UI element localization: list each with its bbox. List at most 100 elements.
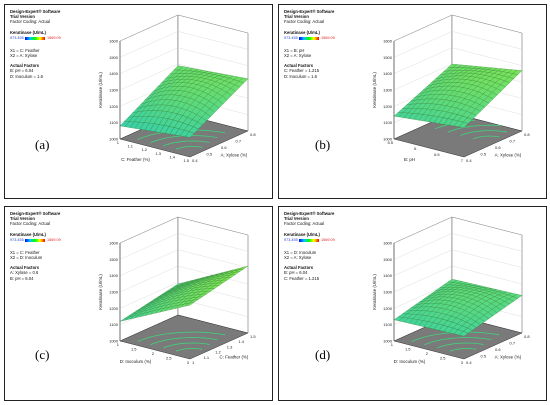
left-axis-tick: 2.5 bbox=[166, 356, 172, 361]
contour-line bbox=[175, 348, 203, 352]
right-axis-tick: 1.3 bbox=[227, 344, 233, 349]
right-axis-tick: 1.4 bbox=[238, 339, 244, 344]
z-tick-label: 1500 bbox=[109, 55, 119, 60]
z-tick-label: 1100 bbox=[383, 322, 392, 327]
right-axis-tick: 0.5 bbox=[481, 152, 487, 157]
panel-letter: (a) bbox=[35, 137, 50, 152]
wall-gridline bbox=[393, 233, 523, 260]
z-tick-label: 1500 bbox=[383, 55, 393, 60]
z-tick-label: 1600 bbox=[109, 39, 119, 44]
software-title: Design-Expert® Software bbox=[284, 211, 335, 216]
factor-x2: X2 = A: Xylose bbox=[10, 53, 38, 59]
contour-line bbox=[137, 331, 226, 342]
response-name: Keratinase (U/mL) bbox=[284, 231, 320, 237]
factor-x1: X1 = C: Feather bbox=[10, 47, 40, 53]
actual-factor: B: pH = 6.04 bbox=[10, 68, 34, 74]
factor-x1: X1 = C: Feather bbox=[10, 249, 40, 255]
z-tick-label: 1300 bbox=[109, 290, 119, 295]
z-tick-label: 1200 bbox=[383, 306, 393, 311]
legend-high: 1569.09 bbox=[47, 35, 61, 40]
wall-gridline bbox=[393, 47, 523, 74]
right-axis-label: A: Xylose (%) bbox=[495, 355, 522, 360]
wall-gridline bbox=[393, 14, 523, 42]
color-legend: 973.455 1569.09 bbox=[10, 36, 65, 42]
actual-factor: A: Xylose = 0.6 bbox=[10, 270, 39, 276]
legend-gradient bbox=[25, 36, 45, 41]
z-axis-label: Keratinase (U/mL) bbox=[372, 72, 377, 108]
left-axis-tick: 3 bbox=[461, 360, 464, 365]
actual-factor: B: pH = 6.04 bbox=[10, 275, 34, 281]
right-axis-tick: 0.6 bbox=[221, 145, 227, 150]
color-legend: 973.455 1569.09 bbox=[10, 238, 65, 244]
response-name: Keratinase (U/mL) bbox=[10, 231, 46, 237]
right-axis-label: C: Feather (%) bbox=[220, 355, 249, 360]
left-axis-tick: 2.5 bbox=[440, 356, 446, 361]
z-tick-label: 1100 bbox=[383, 120, 392, 125]
left-axis-tick: 2 bbox=[426, 351, 429, 356]
response-surface bbox=[393, 278, 523, 337]
panel-letter: (d) bbox=[315, 347, 331, 362]
z-tick-label: 1200 bbox=[109, 306, 119, 311]
legend-high: 1569.09 bbox=[321, 35, 335, 40]
z-tick-label: 1000 bbox=[109, 137, 119, 142]
version-label: Trial Version bbox=[284, 14, 309, 20]
z-tick-label: 1100 bbox=[109, 120, 118, 125]
z-axis-label: Keratinase (U/mL) bbox=[98, 274, 103, 310]
surface-facet bbox=[458, 331, 469, 337]
left-axis-tick: 1.1 bbox=[127, 144, 133, 149]
legend-high: 1569.09 bbox=[321, 237, 335, 242]
response-name: Keratinase (U/mL) bbox=[284, 29, 320, 35]
contour-line bbox=[424, 337, 492, 346]
factor-x2: X2 = A: Xylose bbox=[284, 255, 312, 261]
legend-gradient bbox=[25, 238, 45, 243]
left-axis-tick: 1.5 bbox=[183, 158, 189, 163]
z-tick-label: 1200 bbox=[109, 104, 119, 109]
left-axis-tick: 7 bbox=[461, 158, 464, 163]
software-title: Design-Expert® Software bbox=[284, 9, 335, 14]
z-tick-label: 1200 bbox=[383, 104, 393, 109]
wall-gridline bbox=[119, 233, 249, 260]
right-axis-tick: 0.5 bbox=[207, 152, 213, 157]
panel-b: Design-Expert® Software Trial Version Fact… bbox=[278, 4, 547, 199]
factor-x2: X2 = D: Inoculum bbox=[10, 255, 43, 261]
contour-line bbox=[449, 348, 477, 352]
panel-a: Design-Expert® Software Trial Version Fact… bbox=[4, 4, 273, 199]
z-tick-label: 1600 bbox=[383, 241, 393, 246]
right-axis-tick: 0.4 bbox=[466, 158, 472, 163]
panel-letter: (b) bbox=[315, 137, 331, 152]
left-axis-tick: 1 bbox=[117, 342, 120, 347]
wall-gridline bbox=[393, 216, 523, 244]
factor-x1: X1 = B: pH bbox=[284, 47, 305, 53]
right-axis-tick: 0.6 bbox=[495, 145, 501, 150]
wall-gridline bbox=[393, 265, 523, 293]
left-axis-tick: 6 bbox=[414, 146, 417, 151]
response-surface bbox=[393, 63, 523, 128]
contour-line bbox=[150, 337, 218, 346]
z-tick-label: 1100 bbox=[109, 322, 118, 327]
surface-plot: 1600 1500 1400 1300 1200 1100 1000 Keratinase (… bbox=[372, 14, 530, 163]
z-tick-label: 1000 bbox=[383, 339, 393, 344]
z-tick-label: 1300 bbox=[383, 290, 393, 295]
left-axis-label: D: Inoculum (%) bbox=[120, 359, 152, 364]
contour-line bbox=[175, 146, 203, 150]
z-tick-label: 1300 bbox=[109, 88, 119, 93]
left-axis-tick: 1.5 bbox=[405, 347, 411, 352]
coding-label: Factor Coding: Actual bbox=[284, 221, 325, 227]
panel-header: Design-Expert® Software Trial Version Fact… bbox=[284, 9, 339, 79]
right-axis-tick: 0.5 bbox=[481, 354, 487, 359]
surface-plot: 1600 1500 1400 1300 1200 1100 1000 Keratinase (… bbox=[98, 14, 256, 163]
panel-c: Design-Expert® Software Trial Version Fact… bbox=[4, 206, 273, 401]
wall-gridline bbox=[119, 282, 249, 309]
left-axis-label: C: Feather (%) bbox=[121, 157, 150, 162]
response-surface bbox=[119, 65, 249, 138]
right-axis-tick: 0.8 bbox=[524, 334, 530, 339]
z-tick-label: 1000 bbox=[383, 137, 393, 142]
z-tick-label: 1400 bbox=[383, 71, 393, 76]
right-axis-tick: 0.4 bbox=[466, 360, 472, 365]
right-axis-tick: 1.5 bbox=[250, 334, 256, 339]
left-axis-label: D: Inoculum (%) bbox=[394, 359, 426, 364]
panel-d: Design-Expert® Software Trial Version Fact… bbox=[278, 206, 547, 401]
coding-label: Factor Coding: Actual bbox=[10, 221, 51, 227]
right-axis-tick: 0.4 bbox=[192, 158, 198, 163]
coding-label: Factor Coding: Actual bbox=[284, 19, 325, 25]
